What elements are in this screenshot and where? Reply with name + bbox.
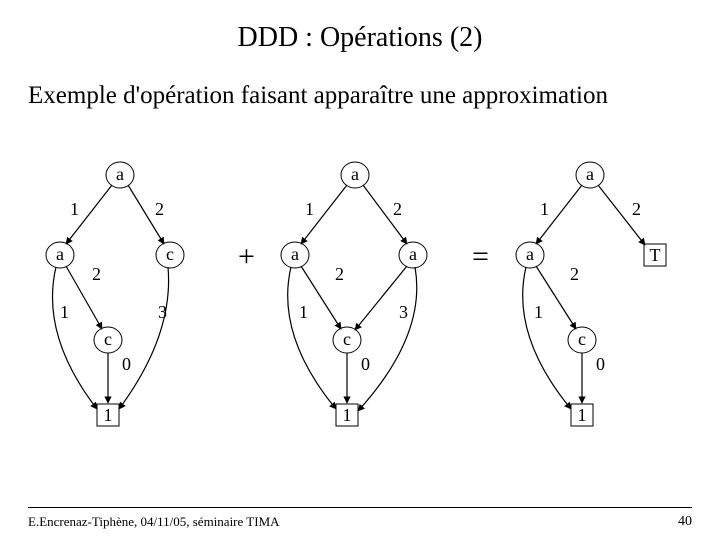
svg-text:2: 2: [92, 264, 101, 284]
svg-text:a: a: [56, 244, 64, 264]
svg-text:2: 2: [155, 199, 164, 219]
footer-divider: [28, 507, 692, 508]
svg-text:1: 1: [70, 199, 79, 219]
svg-text:1: 1: [104, 405, 113, 425]
svg-text:0: 0: [361, 354, 370, 374]
svg-text:1: 1: [305, 199, 314, 219]
svg-text:a: a: [409, 244, 417, 264]
page-number: 40: [678, 514, 692, 530]
svg-text:c: c: [166, 244, 174, 264]
svg-text:1: 1: [540, 199, 549, 219]
diagram: a a c c 1 1 2 2 1 3 0 a a a c 1 1 2 2 1 3 0 a a Tc 1 1 2 2 1 0: [0, 0, 720, 540]
svg-text:a: a: [586, 164, 594, 184]
svg-text:0: 0: [596, 354, 605, 374]
svg-text:3: 3: [158, 302, 167, 322]
svg-text:a: a: [526, 244, 534, 264]
svg-text:2: 2: [570, 264, 579, 284]
svg-text:a: a: [351, 164, 359, 184]
svg-text:a: a: [116, 164, 124, 184]
svg-text:1: 1: [343, 405, 352, 425]
svg-text:0: 0: [122, 354, 131, 374]
svg-text:T: T: [650, 245, 661, 265]
svg-text:2: 2: [335, 264, 344, 284]
svg-text:a: a: [291, 244, 299, 264]
svg-text:3: 3: [399, 302, 408, 322]
svg-text:c: c: [343, 329, 351, 349]
svg-text:c: c: [578, 329, 586, 349]
svg-text:1: 1: [578, 405, 587, 425]
footer-text: E.Encrenaz-Tiphène, 04/11/05, séminaire …: [28, 514, 280, 530]
svg-text:1: 1: [534, 302, 543, 322]
svg-text:2: 2: [632, 199, 641, 219]
svg-text:2: 2: [393, 199, 402, 219]
svg-text:1: 1: [60, 302, 69, 322]
svg-text:c: c: [104, 329, 112, 349]
svg-text:1: 1: [299, 302, 308, 322]
